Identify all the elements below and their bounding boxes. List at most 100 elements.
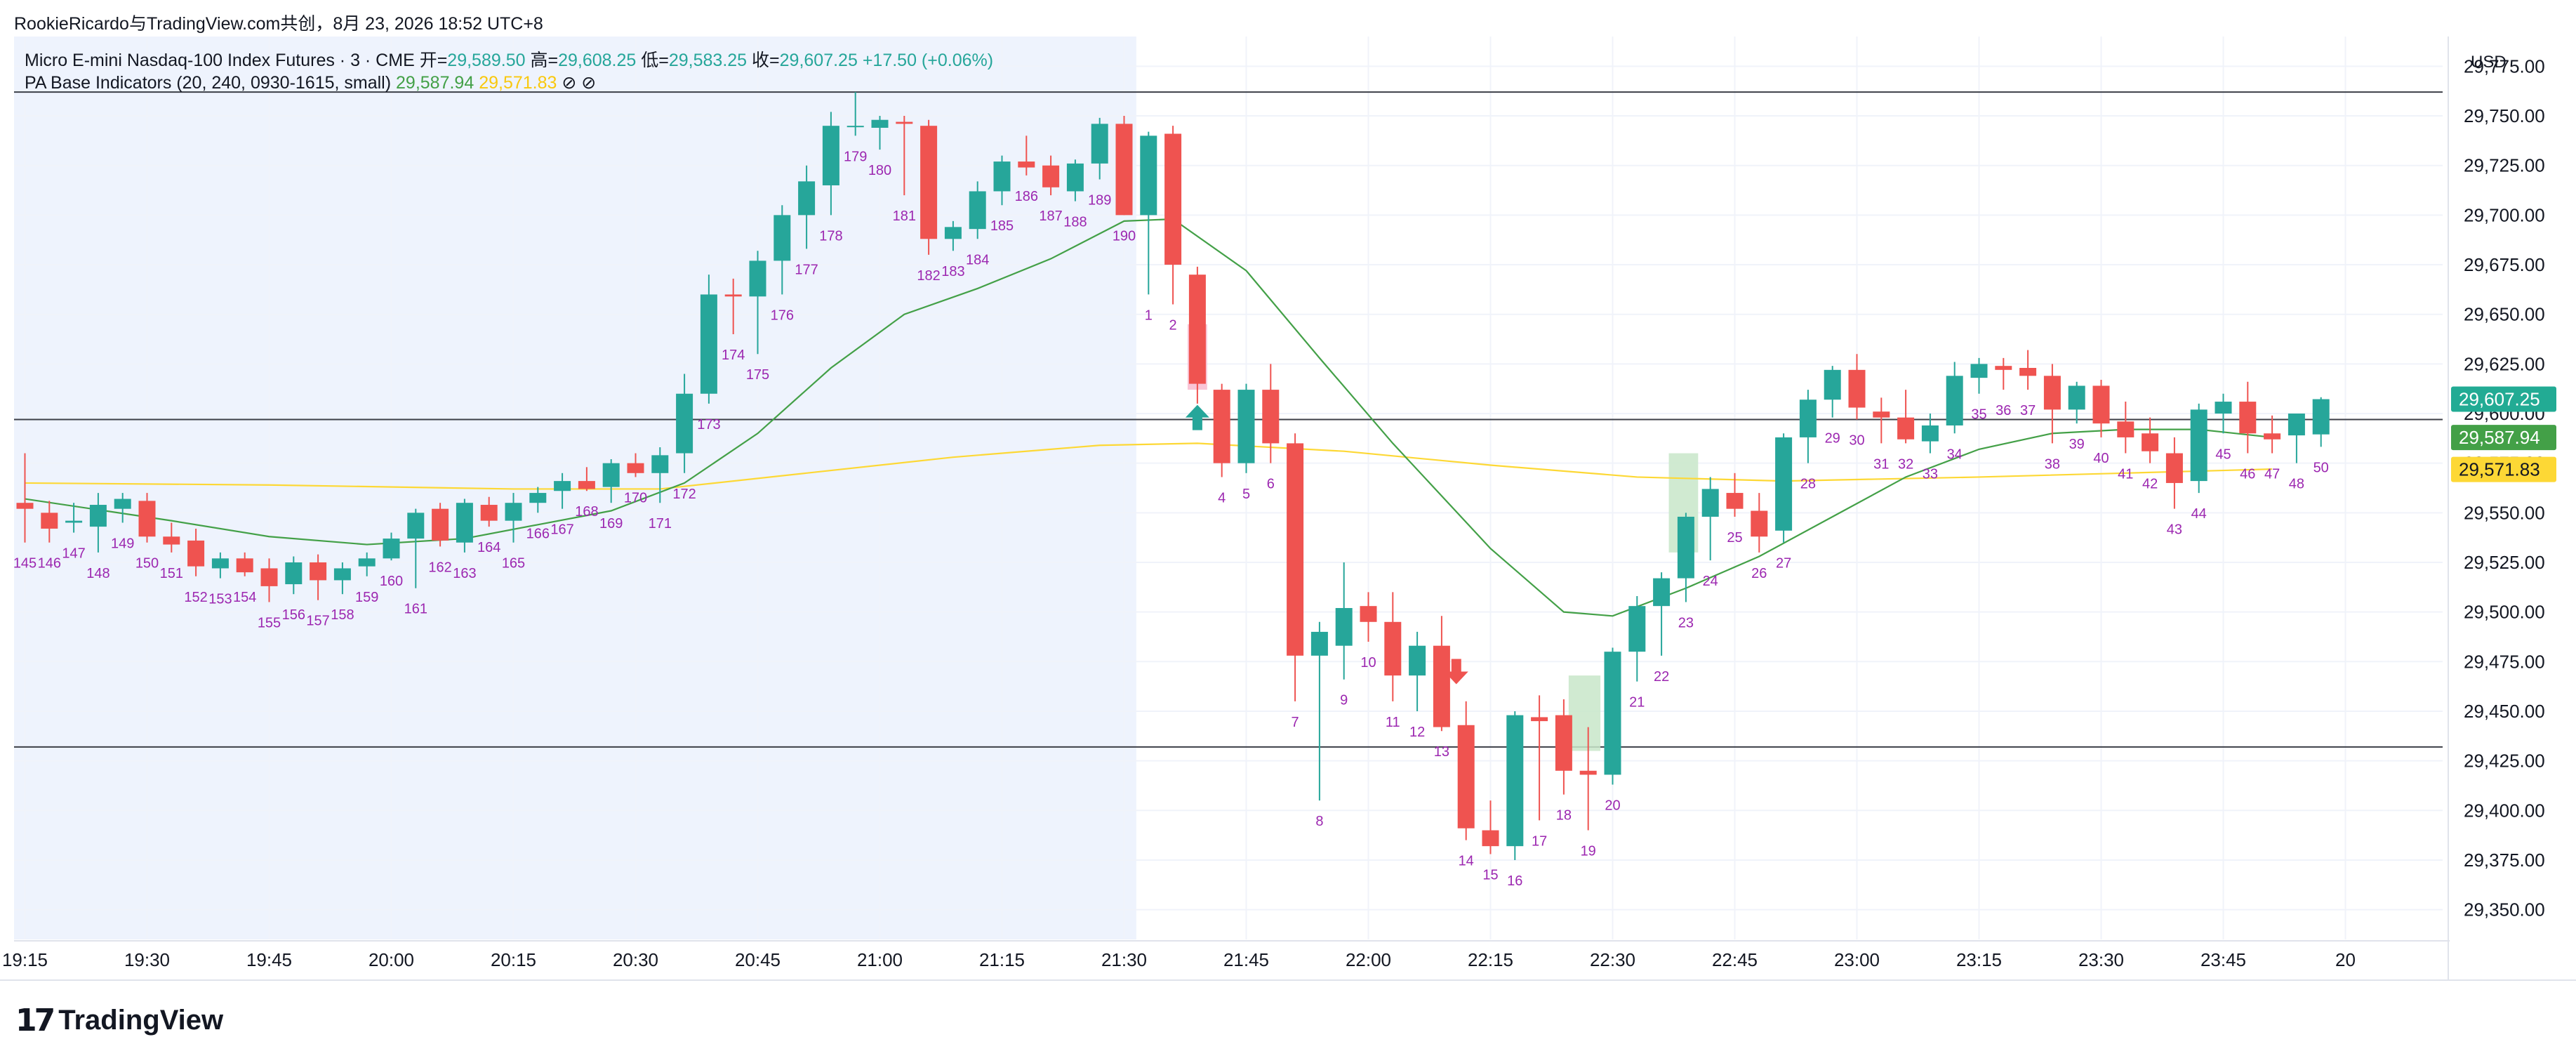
- candle-body: [1995, 366, 2012, 370]
- bar-label: 188: [1063, 215, 1087, 230]
- candle: [2142, 417, 2159, 463]
- bar-label: 8: [1315, 814, 1323, 829]
- bar-label: 40: [2093, 451, 2109, 466]
- candle-body: [65, 520, 83, 523]
- time-tick-label: 22:00: [1346, 949, 1391, 970]
- time-tick-label: 21:00: [857, 949, 903, 970]
- candle: [798, 165, 816, 249]
- bar-label: 22: [1654, 669, 1669, 685]
- session-shading: [14, 37, 1136, 939]
- candle: [1799, 390, 1817, 463]
- candle-body: [1873, 411, 1890, 418]
- candle: [1188, 266, 1206, 404]
- candle-body: [1384, 621, 1402, 676]
- candle-body: [1042, 165, 1060, 187]
- bar-label: 174: [722, 348, 745, 363]
- bar-label: 25: [1727, 530, 1742, 546]
- price-tag: [2451, 456, 2556, 482]
- candle: [1457, 701, 1475, 840]
- down-arrow-icon: [1444, 659, 1468, 685]
- candle-body: [1921, 425, 1939, 442]
- price-tick-label: 29,375.00: [2464, 850, 2545, 871]
- bar-label: 10: [1360, 655, 1376, 671]
- attribution-line: RookieRicardo与TradingView.com共创，8月 23, 2…: [14, 10, 543, 35]
- candle-body: [1726, 493, 1744, 509]
- bar-label: 12: [1409, 725, 1425, 740]
- bar-label: 153: [208, 592, 232, 607]
- time-tick-label: 23:00: [1834, 949, 1880, 970]
- candle: [16, 453, 34, 543]
- ohlc-value: 29,608.25: [558, 51, 641, 70]
- candle-body: [2092, 385, 2110, 424]
- visibility-off-icon[interactable]: ⊘: [581, 73, 596, 93]
- candle: [114, 493, 131, 523]
- bar-label: 16: [1507, 873, 1522, 889]
- bar-label: 19: [1581, 844, 1596, 859]
- price-tick-label: 29,725.00: [2464, 155, 2545, 176]
- candle-body: [1018, 161, 1035, 168]
- candle: [1360, 592, 1377, 642]
- bar-label: 33: [1923, 467, 1938, 482]
- candle-body: [2264, 433, 2281, 440]
- visibility-off-icon[interactable]: ⊘: [562, 73, 581, 93]
- price-tag-label: 29,607.25: [2459, 389, 2540, 410]
- bar-label: 30: [1849, 433, 1864, 448]
- bar-label: 186: [1015, 189, 1038, 204]
- candle: [896, 116, 913, 196]
- tradingview-logo[interactable]: 𝟭𝟳 TradingView: [15, 1003, 223, 1038]
- axes: Micro E-mini Nasdaq-100 Index Futures · …: [0, 37, 2576, 981]
- candle-body: [16, 503, 34, 509]
- candles: [16, 92, 2330, 860]
- candle: [627, 453, 644, 477]
- candle: [236, 552, 253, 576]
- currency-label: USD: [2471, 53, 2507, 72]
- bar-label: 2: [1169, 318, 1177, 334]
- bar-label: 48: [2289, 477, 2304, 492]
- time-tick-label: 20:00: [369, 949, 414, 970]
- time-tick-label: 22:45: [1712, 949, 1758, 970]
- signal-arrows: [1185, 404, 1468, 685]
- symbol-title[interactable]: Micro E-mini Nasdaq-100 Index Futures · …: [25, 51, 420, 70]
- highlight-box: [1568, 675, 1601, 751]
- bar-label: 35: [1971, 407, 1986, 423]
- bar-label: 146: [38, 556, 61, 572]
- ema-line: [25, 218, 2273, 617]
- bar-label: 4: [1218, 490, 1226, 506]
- candle: [1237, 383, 1255, 473]
- candle: [1042, 155, 1060, 196]
- candle: [2190, 403, 2207, 494]
- price-tick-label: 29,525.00: [2464, 552, 2545, 573]
- candle-body: [285, 562, 303, 585]
- chart-background: [14, 37, 1136, 939]
- bar-label: 177: [795, 262, 818, 277]
- candle: [1506, 711, 1524, 860]
- bar-label: 176: [771, 308, 794, 323]
- change-value: +17.50 (+0.06%): [863, 51, 993, 70]
- bar-label: 157: [306, 614, 329, 629]
- bar-label: 44: [2191, 506, 2207, 522]
- price-tick-label: 29,700.00: [2464, 204, 2545, 225]
- candle-body: [114, 499, 131, 509]
- candle: [383, 532, 400, 561]
- candle: [2019, 350, 2037, 390]
- candle: [724, 278, 742, 334]
- candle-body: [2019, 368, 2037, 376]
- candle: [1604, 647, 1621, 785]
- candle-body: [993, 161, 1011, 192]
- price-tick-label: 29,625.00: [2464, 353, 2545, 374]
- candle-body: [1360, 606, 1377, 622]
- bar-label: 152: [184, 590, 207, 605]
- candle-body: [1091, 124, 1108, 164]
- candle-body: [236, 558, 253, 573]
- bar-label: 43: [2167, 522, 2182, 538]
- indicator-name[interactable]: PA Base Indicators (20, 240, 0930-1615, …: [25, 73, 396, 93]
- candle-body: [138, 501, 156, 537]
- candle: [2264, 415, 2281, 454]
- candle: [2312, 397, 2330, 447]
- candle-body: [456, 503, 473, 543]
- bar-label: 160: [380, 574, 403, 589]
- candle-body: [1701, 489, 1719, 517]
- time-tick-label: 22:15: [1468, 949, 1513, 970]
- time-tick-label: 19:45: [246, 949, 292, 970]
